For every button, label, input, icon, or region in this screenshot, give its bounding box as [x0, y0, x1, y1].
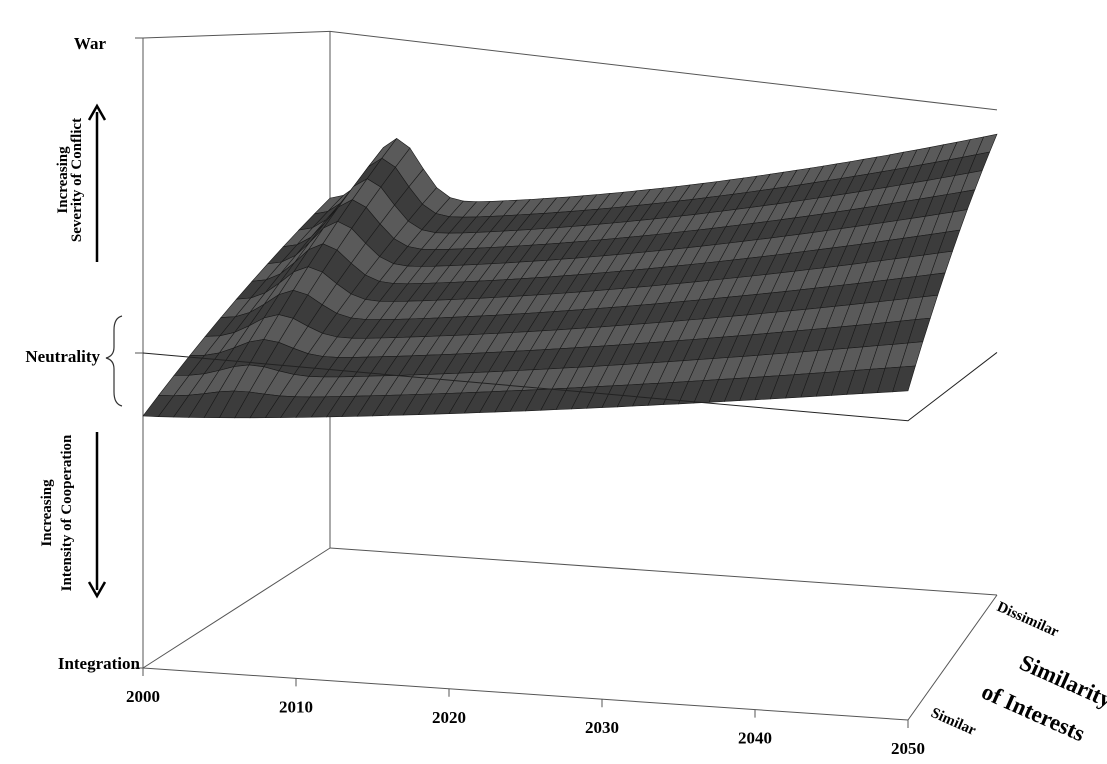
z-label-integration: Integration [58, 654, 141, 673]
conflict-label-line2: Severity of Conflict [69, 118, 85, 242]
z-label-neutrality: Neutrality [25, 347, 100, 366]
box-edge-3 [907, 594, 998, 721]
cooperation-label-line1: Increasing [39, 479, 55, 547]
cooperation-label-line2: Intensity of Cooperation [59, 434, 75, 591]
x-tick-label-2050: 2050 [891, 739, 925, 758]
conflict-arrow [87, 103, 107, 262]
surface-cell [892, 365, 916, 393]
box-edge-2 [329, 547, 998, 596]
x-tick-label-2030: 2030 [585, 718, 619, 737]
neutrality-plane [142, 352, 998, 422]
z-label-war: War [74, 34, 107, 53]
x-tick-label-2000: 2000 [126, 687, 160, 706]
neutrality-plane-edge [142, 352, 998, 422]
neutrality-brace [105, 315, 123, 407]
box-edge-0 [142, 667, 909, 721]
box-edge-6 [142, 30, 331, 39]
x-tick-label-2010: 2010 [279, 697, 313, 716]
x-tick-label-2020: 2020 [432, 708, 466, 727]
y-tick-dissimilar: Dissimilar [994, 599, 1061, 641]
surface-mesh [142, 133, 998, 419]
cooperation-arrow [87, 432, 107, 599]
x-tick-label-2040: 2040 [738, 729, 772, 748]
y-tick-similar: Similar [928, 705, 978, 739]
box-edge-7 [329, 30, 998, 111]
x-axis-ticks: 2000 2010 2020 2030 2040 2050 [126, 668, 925, 758]
conflict-label-line1: Increasing [55, 146, 71, 214]
box-edge-1 [142, 547, 331, 669]
